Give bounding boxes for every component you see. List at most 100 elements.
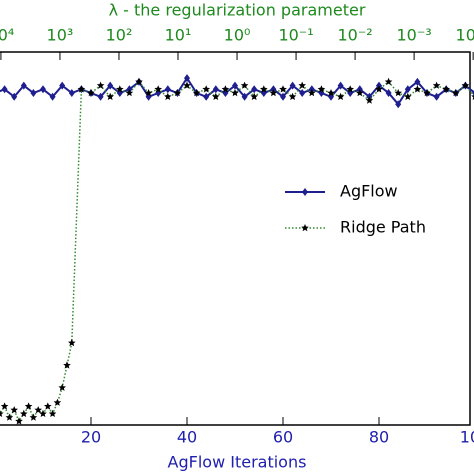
star-marker [0,410,4,417]
star-marker [308,89,316,97]
star-marker [44,402,52,410]
legend-label: Ridge Path [340,218,426,237]
star-marker [135,77,143,86]
top-tick-label: 10⁻⁴ [456,26,474,45]
star-marker [346,85,354,93]
top-tick-label: 10⁴ [0,26,14,45]
star-marker [327,89,335,97]
diamond-marker [203,92,210,101]
legend-marker [301,224,309,232]
diamond-marker [280,92,286,101]
diamond-marker [212,85,219,94]
diamond-marker [404,85,411,94]
star-marker [394,89,402,97]
diamond-marker [385,89,392,98]
star-marker [317,85,326,93]
star-marker [365,96,374,104]
diamond-marker [97,92,104,101]
star-marker [58,383,66,391]
star-marker [0,402,9,410]
star-marker [269,89,278,97]
diamond-marker [59,81,66,90]
x-tick-label: 80 [369,428,389,447]
diamond-marker [337,81,344,90]
star-marker [87,89,95,97]
star-marker [279,85,287,93]
diamond-marker [164,85,171,94]
diamond-marker [20,81,27,90]
star-marker [260,85,268,93]
star-marker [432,81,441,89]
top-tick-label: 10² [106,26,133,45]
star-marker [29,413,38,421]
star-marker [202,85,210,93]
star-marker [39,409,47,417]
star-marker [192,89,201,97]
top-tick-label: 10¹ [165,26,192,45]
top-tick-label: 10⁻³ [397,26,432,45]
star-marker [375,85,383,93]
star-marker [413,85,422,93]
diamond-marker [395,100,402,109]
star-marker [20,409,28,417]
diamond-marker [299,89,306,98]
star-marker [221,85,230,93]
top-axis-label: λ - the regularization parameter [109,1,366,20]
top-tick-label: 10⁰ [224,26,251,45]
x-tick-label: 40 [177,428,197,447]
diamond-marker [30,89,37,98]
star-marker [384,77,393,86]
star-marker [10,406,18,414]
star-marker [116,85,124,93]
x-tick-label: 20 [81,428,101,447]
diamond-marker [107,81,114,90]
diamond-marker [68,89,75,98]
star-marker [356,89,364,97]
plot-frame [0,51,471,426]
top-tick-label: 10⁻² [337,26,372,45]
star-marker [125,89,134,97]
star-marker [442,85,450,93]
star-marker [77,85,86,93]
diamond-marker [49,92,56,101]
diamond-marker [184,74,190,83]
star-marker [173,89,182,97]
star-marker [288,92,297,100]
star-marker [154,85,162,93]
star-marker [231,89,239,97]
legend-label: AgFlow [340,182,398,201]
top-tick-label: 10⁻¹ [278,26,313,45]
star-marker [63,361,71,369]
star-marker [461,81,470,89]
star-marker [423,89,431,97]
x-tick-label: 100 [460,428,474,447]
diamond-marker [40,85,46,94]
star-marker [96,81,105,89]
star-marker [106,92,114,100]
x-tick-label: 60 [273,428,293,447]
x-axis-label: AgFlow Iterations [168,453,307,472]
diamond-marker [433,92,440,101]
star-marker [24,402,33,410]
star-marker [404,92,412,100]
star-marker [452,89,460,97]
star-marker [164,92,172,100]
top-tick-label: 10³ [47,26,74,45]
star-marker [48,409,57,417]
series-line [0,80,474,423]
diamond-marker [241,92,248,101]
star-marker [68,338,76,347]
legend-marker [302,188,308,196]
star-marker [15,417,23,425]
diamond-marker [1,85,8,94]
star-marker [34,406,42,414]
diamond-marker [11,92,18,101]
star-marker [240,81,249,89]
star-marker [250,92,258,100]
star-marker [336,92,345,100]
diamond-marker [414,77,421,86]
star-marker [53,398,62,406]
star-marker [298,81,306,89]
star-marker [5,413,14,421]
